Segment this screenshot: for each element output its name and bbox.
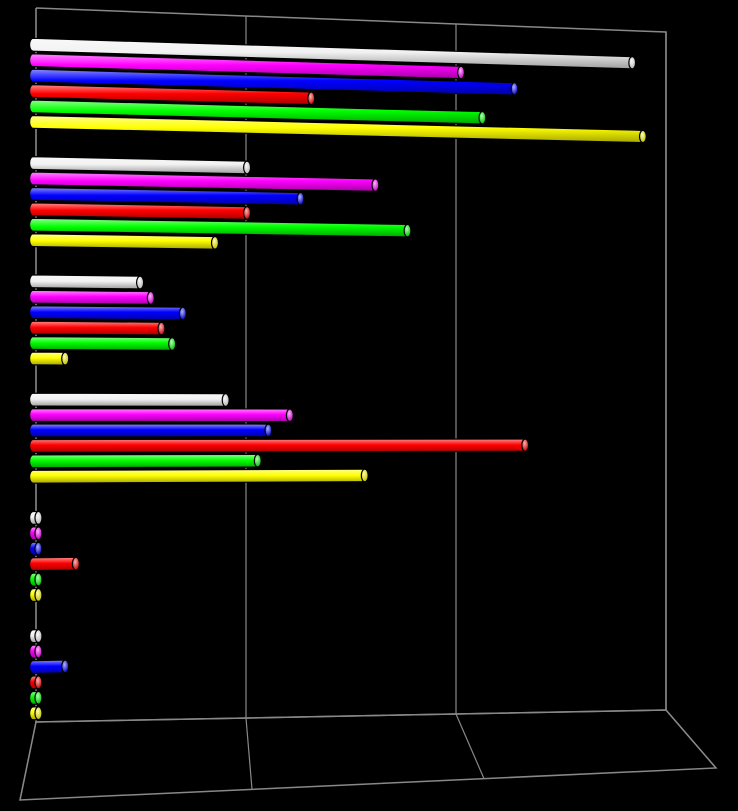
bar	[30, 203, 251, 219]
bar	[30, 527, 42, 540]
bar	[30, 352, 69, 365]
bar	[30, 409, 294, 422]
bar	[30, 707, 42, 720]
bar	[30, 557, 80, 570]
bar	[30, 337, 176, 351]
bar	[30, 321, 165, 335]
bar	[30, 630, 42, 643]
bar	[30, 290, 155, 304]
bar	[30, 691, 42, 704]
bar-chart	[0, 0, 738, 811]
bar	[30, 393, 230, 406]
bar	[30, 306, 187, 320]
bar	[30, 542, 42, 555]
bar	[30, 573, 42, 586]
bar	[30, 469, 369, 483]
bar	[30, 157, 251, 174]
bar	[30, 511, 42, 524]
bar	[30, 676, 42, 689]
bars	[30, 38, 647, 719]
bar	[30, 454, 262, 467]
bar	[30, 660, 69, 673]
bar	[30, 645, 42, 658]
bar	[30, 424, 272, 437]
bar	[30, 187, 304, 205]
bar	[30, 439, 529, 452]
bar	[30, 275, 144, 289]
bar	[30, 589, 42, 602]
bar	[30, 234, 219, 249]
